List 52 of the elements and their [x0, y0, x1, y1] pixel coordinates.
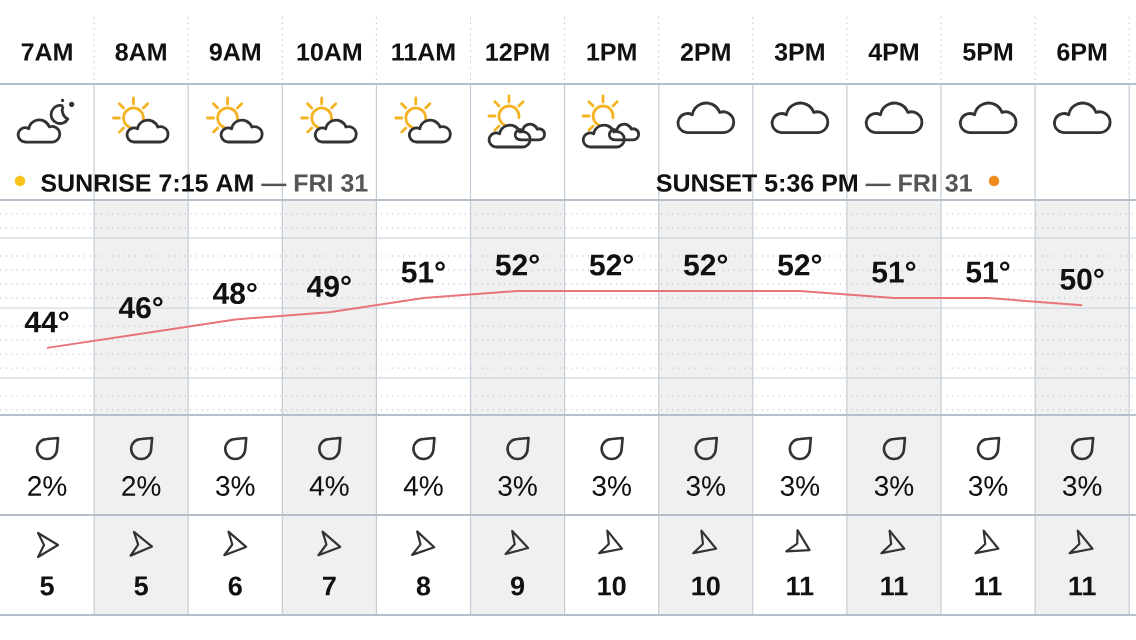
data-label: 52° — [589, 254, 634, 276]
data-label: 50° — [1060, 268, 1104, 290]
data-label: 51° — [872, 261, 916, 283]
text: SUNSET 5:36 PM — [656, 174, 857, 192]
x-tick-label: 3PM — [774, 43, 824, 61]
data-label: 44° — [24, 311, 69, 333]
data-label: 5 — [40, 576, 54, 596]
x-tick-label: 8AM — [115, 43, 166, 61]
x-tick-label: 4PM — [868, 43, 918, 61]
data-label: 10 — [598, 576, 626, 596]
data-label: 51° — [401, 261, 445, 283]
data-label: 2% — [28, 476, 67, 496]
data-label: 3% — [498, 476, 537, 496]
x-tick-label: 9AM — [209, 43, 260, 61]
data-label: 3% — [592, 476, 631, 496]
data-label: 2% — [122, 476, 161, 496]
data-label: 51° — [966, 261, 1010, 283]
data-label: 49° — [307, 275, 351, 297]
data-label: 52° — [495, 254, 539, 276]
data-label: 3% — [216, 476, 255, 496]
data-label: 11 — [881, 576, 908, 596]
data-label: 5 — [134, 576, 148, 596]
data-label: 52° — [778, 254, 822, 276]
data-label: 9 — [510, 576, 525, 596]
data-label: 6 — [228, 576, 242, 596]
x-tick-label: 2PM — [680, 43, 730, 61]
data-label: 8 — [416, 576, 431, 596]
data-label: 10 — [692, 576, 720, 596]
data-label: 46° — [118, 297, 163, 319]
text: — FRI 31 — [865, 174, 972, 192]
data-label: 7 — [323, 576, 336, 596]
x-tick-label: 12PM — [486, 43, 549, 61]
data-label: 11 — [975, 576, 1002, 596]
x-tick-label: 10AM — [297, 43, 362, 61]
x-tick-label: 1PM — [587, 43, 636, 61]
x-tick-label: 6PM — [1057, 43, 1107, 61]
data-label: 3% — [874, 476, 914, 496]
data-label: 48° — [213, 282, 257, 305]
data-label: 3% — [780, 476, 820, 496]
data-label: 4% — [403, 476, 443, 496]
data-label: 3% — [686, 476, 725, 496]
data-label: 4% — [309, 476, 349, 496]
data-label: 11 — [1069, 576, 1096, 596]
x-tick-label: 7AM — [21, 43, 72, 61]
data-label: 52° — [683, 254, 728, 276]
data-label: 3% — [968, 476, 1008, 496]
x-tick-label: 11AM — [392, 43, 455, 61]
text: — FRI 31 — [261, 174, 368, 192]
text: SUNRISE 7:15 AM — [41, 174, 253, 192]
x-tick-label: 5PM — [963, 43, 1013, 61]
data-label: 3% — [1062, 476, 1102, 496]
data-label: 11 — [787, 576, 814, 596]
